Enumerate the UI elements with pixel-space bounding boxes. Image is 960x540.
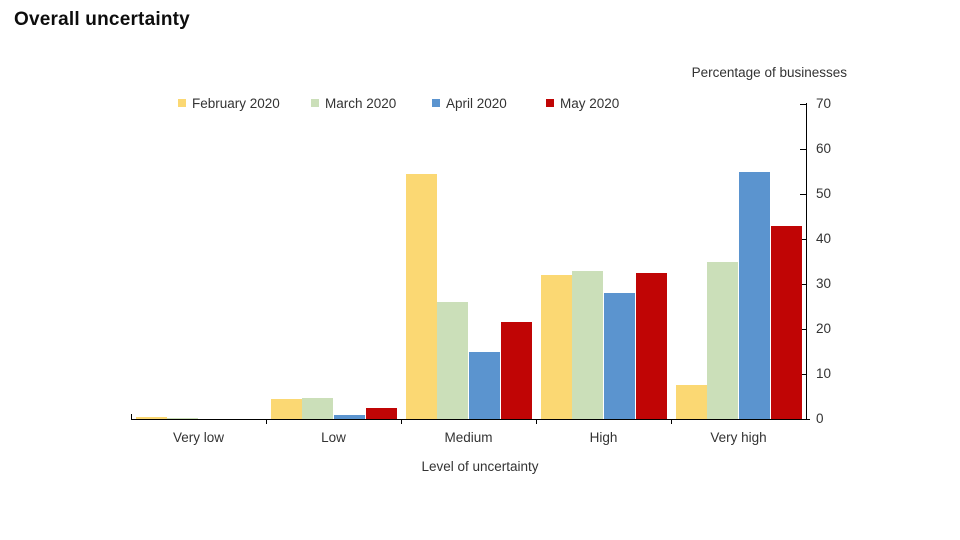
legend-swatch-icon — [432, 99, 440, 107]
bar-march-2020-high — [572, 270, 604, 419]
legend-item: February 2020 — [178, 95, 280, 111]
category-label: High — [589, 430, 618, 445]
y-axis-unit-note: Percentage of businesses — [691, 65, 847, 80]
bar-march-2020-medium — [437, 302, 469, 419]
y-tick-label: 60 — [816, 141, 832, 156]
x-tick — [266, 419, 267, 424]
bar-february-2020-medium — [405, 173, 437, 419]
y-tick-label: 0 — [816, 411, 824, 426]
category-label: Medium — [444, 430, 493, 445]
y-tick-label: 30 — [816, 276, 832, 291]
y-tick — [800, 239, 806, 240]
x-tick — [536, 419, 537, 424]
bar-may-2020-medium — [500, 322, 532, 419]
y-tick — [800, 104, 806, 105]
bar-may-2020-high — [635, 272, 667, 419]
bar-february-2020-low — [270, 398, 302, 419]
bar-february-2020-high — [540, 275, 572, 419]
bar-february-2020-very-high — [675, 385, 707, 419]
bar-april-2020-very-high — [739, 171, 770, 419]
y-tick-label: 70 — [816, 96, 832, 111]
legend-swatch-icon — [546, 99, 554, 107]
category-label: Low — [321, 430, 346, 445]
bar-may-2020-very-high — [770, 225, 802, 419]
legend-item-label: May 2020 — [560, 95, 620, 111]
y-tick-label: 50 — [816, 186, 832, 201]
y-tick-label: 10 — [816, 366, 832, 381]
y-tick — [800, 149, 806, 150]
y-tick — [800, 284, 806, 285]
category-label: Very high — [710, 430, 767, 445]
category-label: Very low — [172, 430, 225, 445]
y-axis-line — [806, 103, 807, 419]
legend-item: May 2020 — [546, 95, 619, 111]
x-tick — [671, 419, 672, 424]
legend-item-label: February 2020 — [192, 95, 280, 111]
bar-february-2020-very-low — [135, 416, 167, 419]
bar-april-2020-high — [604, 293, 635, 419]
legend-item: March 2020 — [311, 95, 396, 111]
y-tick — [800, 194, 806, 195]
bar-march-2020-very-high — [707, 261, 739, 419]
y-tick-label: 20 — [816, 321, 832, 336]
y-tick — [800, 374, 806, 375]
bar-march-2020-very-low — [167, 418, 199, 419]
bar-april-2020-low — [334, 414, 365, 419]
x-axis-end-tick — [131, 414, 132, 419]
x-axis-line — [131, 419, 810, 420]
y-tick-label: 40 — [816, 231, 832, 246]
y-tick — [800, 329, 806, 330]
legend-item: April 2020 — [432, 95, 507, 111]
chart-title: Overall uncertainty — [14, 9, 190, 30]
x-tick — [401, 419, 402, 424]
x-axis-title: Level of uncertainty — [421, 459, 539, 474]
legend-item-label: March 2020 — [325, 95, 397, 111]
legend-swatch-icon — [178, 99, 186, 107]
bar-march-2020-low — [302, 397, 334, 419]
bar-april-2020-medium — [469, 351, 500, 419]
bar-may-2020-low — [365, 407, 397, 419]
legend-swatch-icon — [311, 99, 319, 107]
legend-item-label: April 2020 — [446, 95, 507, 111]
